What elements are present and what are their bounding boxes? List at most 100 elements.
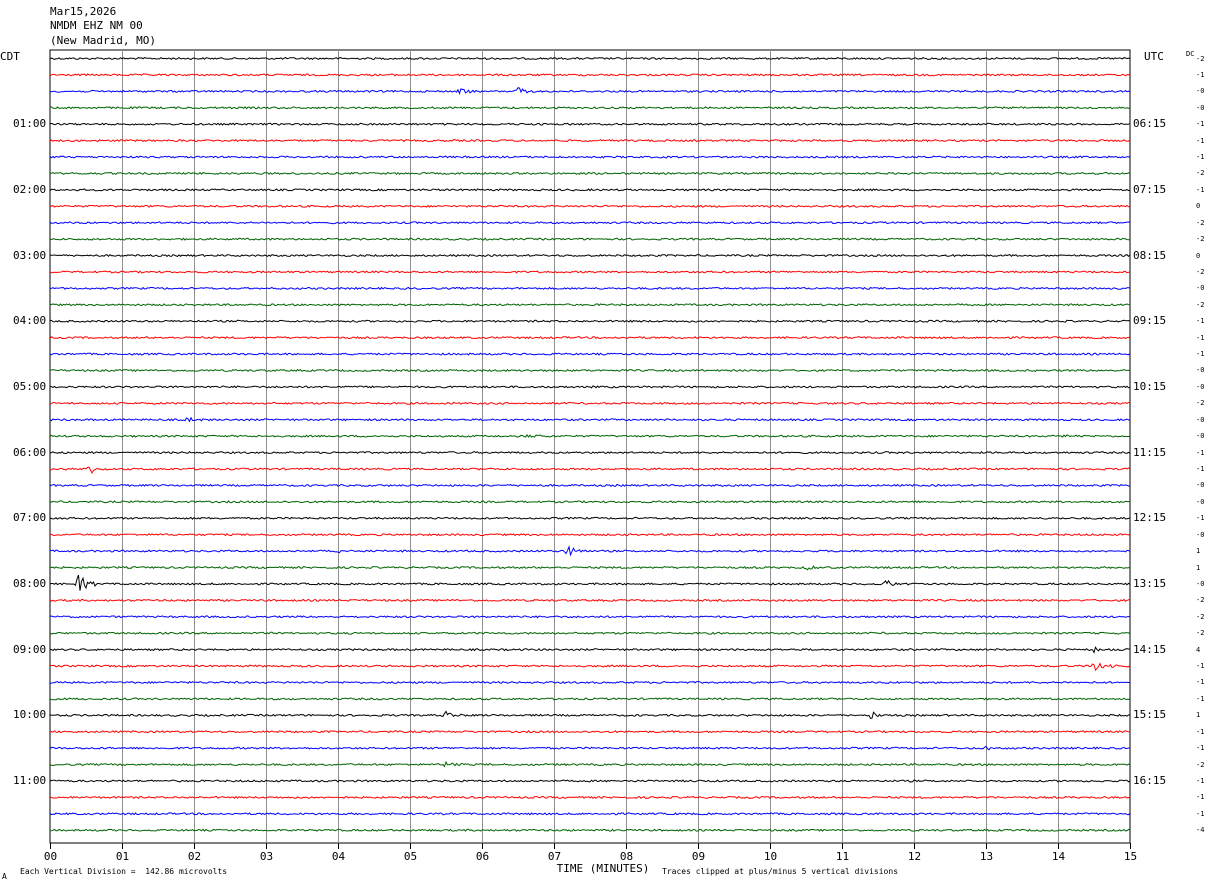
left-timezone-label: CDT <box>0 50 20 63</box>
left-time-label: 03:00 <box>13 248 47 262</box>
right-time-label: 11:15 <box>1133 445 1167 459</box>
seismic-trace <box>50 368 1131 373</box>
right-time-label: 07:15 <box>1133 182 1167 196</box>
station-label: NMDM EHZ NM 00 <box>50 19 143 32</box>
dc-offset-label: -0 <box>1196 87 1205 96</box>
dc-offset-label: -0 <box>1196 415 1205 424</box>
x-tick-label: 15 <box>1123 850 1138 863</box>
dc-offset-label: -0 <box>1196 579 1205 588</box>
dc-offset-label: -1 <box>1196 514 1205 523</box>
dc-offset-label: -1 <box>1196 350 1205 359</box>
dc-offset-label: -1 <box>1196 70 1205 79</box>
seismic-trace <box>49 730 1131 734</box>
seismic-trace <box>49 253 1131 258</box>
seismic-trace <box>49 598 1130 603</box>
seismic-trace <box>49 631 1131 635</box>
seismic-trace <box>49 237 1131 241</box>
seismic-trace <box>49 697 1131 701</box>
seismic-trace <box>49 662 1131 672</box>
dc-offset-label: -1 <box>1196 694 1205 703</box>
dc-offset-label: -0 <box>1196 103 1205 112</box>
seismic-trace <box>49 401 1131 405</box>
right-time-label: 08:15 <box>1133 248 1167 262</box>
dc-offset-label: -0 <box>1196 530 1205 539</box>
seismic-trace <box>49 155 1131 159</box>
seismic-trace <box>49 106 1131 110</box>
dc-offset-label: 1 <box>1196 711 1201 720</box>
seismic-trace <box>49 122 1131 126</box>
left-time-label: 08:00 <box>13 576 47 590</box>
left-time-label: 07:00 <box>13 511 47 525</box>
corner-mark: A <box>2 872 7 881</box>
x-tick-label: 12 <box>907 850 922 863</box>
dc-offset-label: -2 <box>1196 760 1205 769</box>
left-time-label: 06:00 <box>13 445 47 459</box>
x-tick-label: 07 <box>547 850 562 863</box>
dc-offset-label: -1 <box>1196 793 1205 802</box>
right-time-label: 15:15 <box>1133 708 1167 722</box>
right-time-label: 06:15 <box>1133 117 1167 131</box>
x-tick-label: 01 <box>115 850 130 863</box>
dc-offset-label: -1 <box>1196 809 1205 818</box>
seismic-trace <box>49 646 1131 654</box>
x-tick-label: 09 <box>691 850 706 863</box>
seismic-trace <box>49 516 1131 520</box>
seismic-trace <box>49 139 1131 143</box>
seismic-trace <box>49 270 1131 274</box>
date-label: Mar15,2026 <box>50 5 117 18</box>
x-tick-label: 13 <box>979 850 994 863</box>
x-tick-label: 10 <box>763 850 778 863</box>
right-time-label: 16:15 <box>1133 773 1167 787</box>
dc-offset-label: -1 <box>1196 744 1205 753</box>
seismic-trace <box>49 812 1131 816</box>
seismic-trace <box>50 286 1131 291</box>
x-tick-label: 11 <box>835 850 850 863</box>
seismic-trace <box>49 533 1131 537</box>
x-tick-label: 04 <box>331 850 346 863</box>
seismic-trace <box>49 565 1131 571</box>
dc-offset-label: -0 <box>1196 284 1205 293</box>
dc-offset-label: -1 <box>1196 776 1205 785</box>
seismic-trace <box>49 466 1131 475</box>
right-time-label: 12:15 <box>1133 511 1167 525</box>
dc-offset-label: -1 <box>1196 120 1205 129</box>
dc-header-label: DC <box>1186 50 1195 58</box>
x-axis-title: TIME (MINUTES) <box>556 862 650 875</box>
dc-offset-label: -1 <box>1196 136 1205 145</box>
right-timezone-label: UTC <box>1144 50 1164 63</box>
seismic-trace <box>49 828 1131 832</box>
x-tick-label: 06 <box>475 850 490 863</box>
left-time-label: 11:00 <box>13 773 47 787</box>
seismic-trace <box>50 303 1131 307</box>
dc-offset-label: -2 <box>1196 54 1205 63</box>
seismic-trace <box>49 760 1131 768</box>
dc-offset-label: 1 <box>1196 547 1201 556</box>
seismic-trace <box>49 450 1131 455</box>
seismic-trace <box>49 434 1131 438</box>
dc-offset-label: -2 <box>1196 300 1205 309</box>
seismic-trace <box>49 779 1131 783</box>
seismic-trace <box>49 221 1131 225</box>
dc-offset-label: 0 <box>1196 251 1201 260</box>
seismic-trace <box>49 385 1131 389</box>
left-time-label: 02:00 <box>13 182 47 196</box>
clip-note: Traces clipped at plus/minus 5 vertical … <box>662 867 899 876</box>
dc-offset-label: -0 <box>1196 497 1205 506</box>
dc-offset-label: -2 <box>1196 612 1205 621</box>
dc-offset-label: -2 <box>1196 629 1205 638</box>
seismic-trace <box>49 483 1131 488</box>
seismic-trace <box>49 795 1131 800</box>
x-tick-label: 00 <box>43 850 58 863</box>
dc-offset-label: -0 <box>1196 432 1205 441</box>
plot-frame <box>49 49 1131 844</box>
right-time-label: 09:15 <box>1133 314 1167 328</box>
x-tick-label: 08 <box>619 850 634 863</box>
seismic-trace <box>49 56 1131 61</box>
dc-offset-label: -4 <box>1196 826 1205 835</box>
dc-offset-label: 1 <box>1196 563 1201 572</box>
dc-offset-label: -1 <box>1196 448 1205 457</box>
seismic-trace <box>49 745 1131 751</box>
location-label: (New Madrid, MO) <box>50 34 156 47</box>
seismic-trace <box>49 204 1130 208</box>
